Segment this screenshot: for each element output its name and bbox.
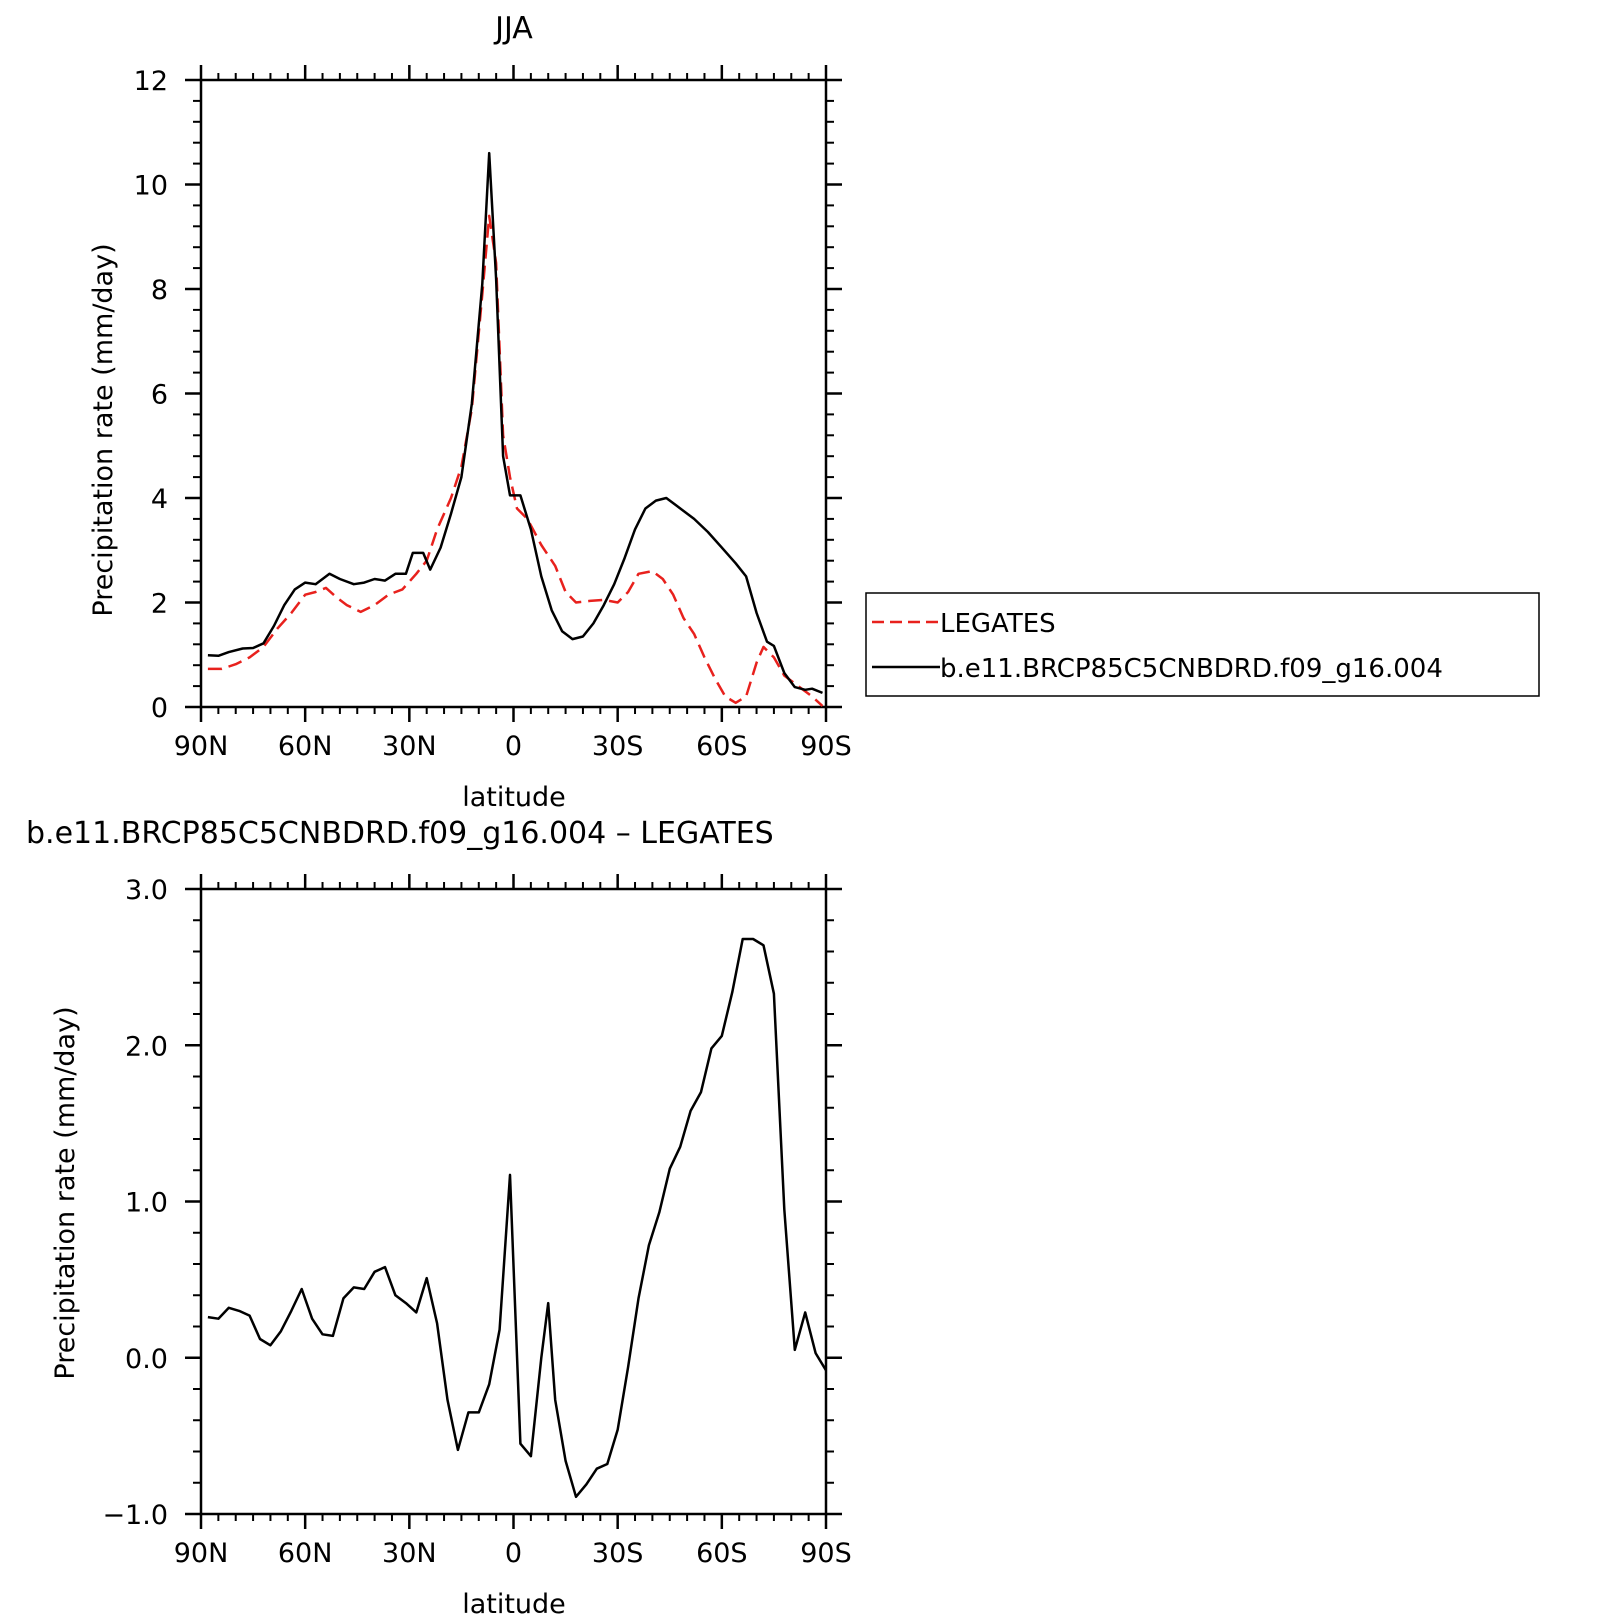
series-line-0 [207,937,826,1499]
x-axis-title-top: latitude [462,782,566,813]
y-tick-label: 2 [151,589,168,620]
y-axis-title-top: Precipitation rate (mm/day) [88,243,119,616]
chart-bottom: b.e11.BRCP85C5CNBDRD.f09_g16.004 – LEGAT… [26,816,852,1619]
x-tick-label: 0 [505,731,522,762]
y-tick-label: 4 [151,484,168,515]
chart-title-bottom: b.e11.BRCP85C5CNBDRD.f09_g16.004 – LEGAT… [26,816,774,851]
y-tick-label: −1.0 [102,1500,168,1531]
legend: LEGATES b.e11.BRCP85C5CNBDRD.f09_g16.004 [865,592,1540,697]
x-tick-label: 30S [592,1538,644,1569]
y-tick-label: 0 [151,693,168,724]
x-tick-label: 0 [505,1538,522,1569]
x-tick-label: 60S [696,1538,748,1569]
plot-frame-top [199,78,828,709]
plot-frame-bottom [199,887,828,1516]
series-line-1 [207,151,823,695]
chart-top: JJA latitude Precipitation rate (mm/day)… [88,11,852,813]
y-axis-title-bottom: Precipitation rate (mm/day) [50,1006,81,1379]
legend-label-model: b.e11.BRCP85C5CNBDRD.f09_g16.004 [940,654,1443,684]
x-tick-label: 90N [174,731,229,762]
x-axis-title-bottom: latitude [462,1589,566,1619]
x-tick-label: 90S [800,1538,852,1569]
ticks-bottom: 90N 60N 30N 0 30S 60S 90S −1.0 0.0 1.0 2.0 3.0 [102,874,852,1569]
y-tick-label: 10 [134,171,168,202]
y-tick-label: 3.0 [125,875,168,906]
y-tick-label: 6 [151,380,168,411]
x-tick-label: 30N [382,731,437,762]
chart-title-top: JJA [493,11,533,46]
y-tick-label: 8 [151,275,168,306]
y-tick-label: 0.0 [125,1344,168,1375]
y-tick-label: 2.0 [125,1031,168,1062]
x-tick-label: 90S [800,731,852,762]
x-tick-label: 90N [174,1538,229,1569]
x-tick-label: 60N [278,1538,333,1569]
x-tick-label: 60S [696,731,748,762]
x-tick-label: 30S [592,731,644,762]
series-top [207,151,824,707]
x-tick-label: 30N [382,1538,437,1569]
series-line-0 [207,214,824,707]
legend-box [865,592,1540,697]
legend-label-legates: LEGATES [940,609,1056,639]
x-tick-label: 60N [278,731,333,762]
y-tick-label: 12 [134,66,168,97]
y-tick-label: 1.0 [125,1188,168,1219]
series-bottom [207,937,826,1499]
ticks-top: 90N 60N 30N 0 30S 60S 90S 0 2 4 6 8 10 12 [134,65,852,762]
